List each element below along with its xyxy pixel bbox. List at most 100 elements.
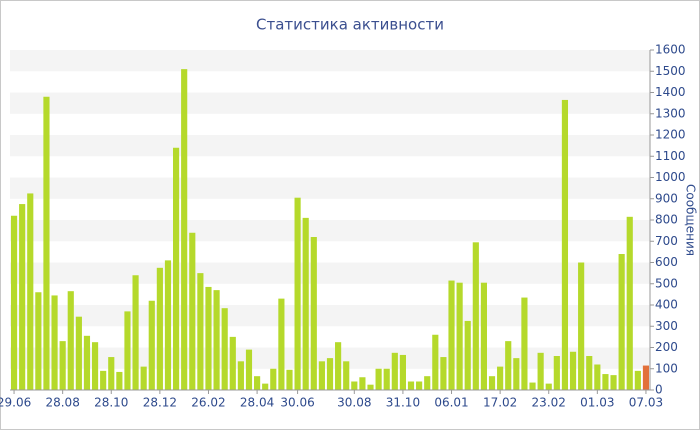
bar	[343, 361, 350, 390]
bar	[432, 334, 439, 390]
bar	[335, 342, 342, 390]
bar	[197, 273, 204, 390]
bar	[91, 342, 99, 390]
bar	[124, 311, 131, 390]
bar	[43, 96, 50, 390]
bar	[116, 371, 123, 390]
bar	[140, 366, 147, 390]
bar	[189, 232, 196, 390]
x-tick-label: 01.03	[580, 396, 614, 410]
bar	[213, 290, 220, 390]
y-tick-label: 1600	[655, 43, 686, 57]
y-tick-label: 1500	[655, 64, 686, 78]
bar	[262, 383, 269, 390]
bar	[237, 361, 244, 390]
bar	[27, 193, 34, 390]
bar	[424, 376, 431, 390]
y-axis-label: Сообщения	[684, 184, 698, 256]
x-tick-label: 28.04	[240, 396, 274, 410]
bar	[537, 352, 544, 390]
bar	[351, 381, 358, 390]
grid-band	[10, 135, 650, 157]
bar	[497, 366, 504, 390]
bar	[294, 197, 301, 390]
bar	[83, 335, 91, 390]
bar	[245, 349, 253, 390]
grid-band	[10, 177, 650, 199]
y-tick-label: 700	[655, 234, 678, 248]
x-tick-label: 26.02	[191, 396, 225, 410]
bar	[132, 275, 139, 390]
bar	[440, 357, 447, 390]
bar	[59, 341, 66, 390]
bar	[35, 292, 42, 390]
y-tick-label: 1200	[655, 128, 686, 142]
bar	[221, 308, 228, 390]
bar	[229, 336, 236, 390]
bar	[578, 262, 585, 390]
x-tick-label: 28.10	[94, 396, 128, 410]
grid-band	[10, 220, 650, 242]
bar	[75, 316, 82, 390]
bar	[375, 368, 382, 390]
bar	[367, 384, 374, 390]
x-tick-label: 06.01	[434, 396, 468, 410]
x-tick-label: 31.10	[386, 396, 420, 410]
y-tick-label: 200	[655, 340, 678, 354]
bar	[569, 351, 577, 390]
bar	[172, 147, 180, 390]
bar	[456, 282, 463, 390]
y-tick-label: 600	[655, 255, 678, 269]
bar	[634, 370, 641, 390]
grid-band	[10, 50, 650, 72]
bar	[610, 375, 617, 390]
bar	[205, 286, 212, 390]
bar	[156, 267, 163, 390]
bar	[488, 376, 496, 390]
x-tick-label: 30.06	[280, 396, 314, 410]
bar	[407, 381, 415, 390]
bar	[464, 320, 471, 390]
y-tick-label: 100	[655, 361, 678, 375]
grid-band	[10, 262, 650, 284]
bar	[383, 368, 390, 390]
bar	[148, 300, 155, 390]
bar	[505, 341, 512, 390]
bar	[626, 216, 633, 390]
bar	[513, 358, 520, 390]
bar	[521, 297, 528, 390]
grid-band	[10, 305, 650, 327]
bar	[51, 295, 58, 390]
bar	[67, 291, 74, 390]
y-tick-label: 400	[655, 298, 678, 312]
x-tick-label: 30.08	[337, 396, 371, 410]
bar	[391, 352, 398, 390]
y-tick-label: 800	[655, 213, 678, 227]
bar	[561, 99, 569, 390]
bar	[586, 356, 593, 390]
bar	[318, 361, 325, 390]
y-tick-label: 1100	[655, 149, 686, 163]
bar	[19, 204, 26, 390]
y-tick-label: 1400	[655, 85, 686, 99]
bar	[416, 381, 423, 390]
x-tick-label: 29.06	[0, 396, 31, 410]
y-tick-label: 0	[655, 383, 663, 397]
bar	[326, 358, 334, 390]
bar	[100, 370, 107, 390]
bar	[278, 298, 285, 390]
bar	[529, 382, 536, 390]
bar	[480, 282, 488, 390]
bar	[270, 368, 277, 390]
bar	[472, 242, 479, 390]
x-tick-label: 28.08	[45, 396, 79, 410]
chart-title: Статистика активности	[256, 16, 444, 34]
y-tick-label: 500	[655, 276, 678, 290]
bar	[448, 280, 455, 390]
y-tick-label: 900	[655, 191, 678, 205]
bar	[10, 215, 18, 390]
y-tick-label: 1000	[655, 170, 686, 184]
x-tick-label: 07.03	[629, 396, 663, 410]
bar	[108, 357, 115, 390]
